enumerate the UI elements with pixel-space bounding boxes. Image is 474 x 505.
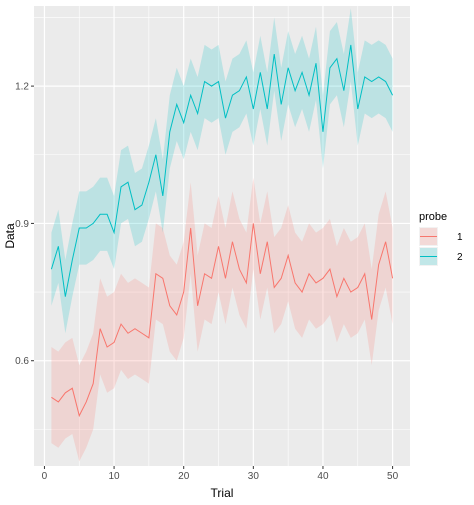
y-tick-label: 0.6 xyxy=(15,356,29,367)
x-tick-label: 30 xyxy=(248,471,260,482)
ribbon-series-1 xyxy=(51,177,393,462)
line-series-1 xyxy=(51,223,394,418)
x-tick-label: 10 xyxy=(109,471,121,482)
line-series-2 xyxy=(50,44,394,297)
axes: 0 10 20 30 40 50 0.6 0.9 1.2 xyxy=(15,82,398,482)
y-tick-label: 1.2 xyxy=(15,82,29,93)
legend-label: 2 xyxy=(457,252,463,263)
legend-label: 1 xyxy=(457,232,463,243)
y-axis-title: Data xyxy=(3,223,17,249)
x-axis-title: Trial xyxy=(211,486,234,500)
x-tick-label: 40 xyxy=(317,471,329,482)
x-tick-label: 50 xyxy=(387,471,399,482)
x-tick-label: 0 xyxy=(42,471,48,482)
legend-title: probe xyxy=(419,211,447,223)
y-tick-label: 0.9 xyxy=(15,219,29,230)
legend: probe 1 2 xyxy=(419,211,463,266)
series-lines xyxy=(50,44,394,418)
x-tick-label: 20 xyxy=(178,471,190,482)
panel-background xyxy=(34,6,410,466)
